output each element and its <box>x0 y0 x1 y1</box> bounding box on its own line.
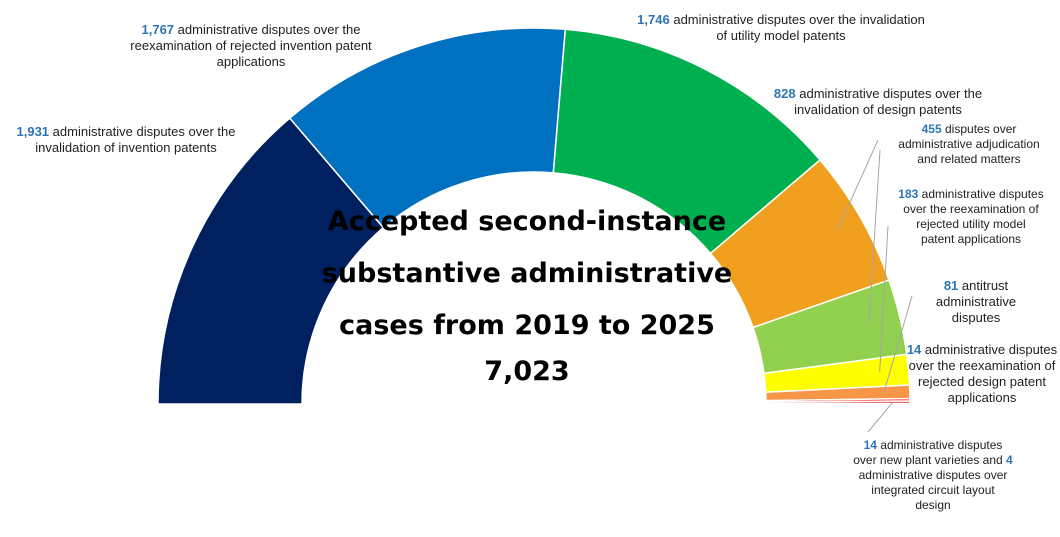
slice-text: disputes over administrative adjudicatio… <box>898 122 1040 166</box>
slice-text: administrative disputes over integrated … <box>858 468 1008 512</box>
slice-text: administrative disputes over the invalid… <box>673 12 925 43</box>
slice-text: administrative disputes over new plant v… <box>853 438 1003 467</box>
slice-text: administrative disputes over the invalid… <box>35 124 236 155</box>
leader-line-8 <box>867 401 894 433</box>
slice-value: 828 <box>773 86 796 101</box>
slice-label-design-invalidation: 828 administrative disputes over the inv… <box>752 86 1004 118</box>
slice-value: 81 <box>943 278 959 293</box>
slice-value: 1,767 <box>141 22 175 37</box>
chart-title: Accepted second-instance substantive adm… <box>318 196 736 352</box>
chart-total: 7,023 <box>318 346 736 398</box>
slice-text: administrative disputes over the reexami… <box>908 342 1058 405</box>
slice-value: 455 <box>921 122 942 136</box>
slice-value: 14 <box>906 342 922 357</box>
slice-value: 14 <box>863 438 877 452</box>
slice-text: administrative disputes over the invalid… <box>794 86 983 117</box>
leader-line-5 <box>879 225 889 373</box>
slice-0 <box>157 117 385 405</box>
slice-value: 1,931 <box>16 124 50 139</box>
chart-title-text: Accepted second-instance substantive adm… <box>321 206 733 341</box>
slice-9 <box>765 402 911 405</box>
chart-total-value: 7,023 <box>484 356 570 387</box>
slice-label-adjudication: 455 disputes over administrative adjudic… <box>888 122 1050 167</box>
leader-line-6 <box>883 295 913 393</box>
slice-label-plant-and-circuit: 14 administrative disputes over new plan… <box>852 438 1014 513</box>
slice-label-utility-reexamination: 183 administrative disputes over the ree… <box>898 187 1044 247</box>
slice-label-design-reexamination: 14 administrative disputes over the reex… <box>906 342 1058 406</box>
slice-value: 4 <box>1006 453 1013 467</box>
slice-label-invention-invalidation: 1,931 administrative disputes over the i… <box>8 124 244 156</box>
leader-line-4 <box>868 149 881 325</box>
slice-value: 1,746 <box>637 12 670 27</box>
slice-label-invention-reexamination: 1,767 administrative disputes over the r… <box>106 22 396 70</box>
slice-text: administrative disputes over the reexami… <box>903 187 1044 246</box>
slice-text: administrative disputes over the reexami… <box>130 22 372 69</box>
slice-value: 183 <box>898 187 919 201</box>
slice-label-antitrust: 81 antitrust administrative disputes <box>918 278 1034 326</box>
leader-line-3 <box>837 139 879 230</box>
slice-label-utility-invalidation: 1,746 administrative disputes over the i… <box>636 12 926 44</box>
slice-text-joiner: and <box>982 453 1003 467</box>
slice-text: antitrust administrative disputes <box>935 278 1017 325</box>
